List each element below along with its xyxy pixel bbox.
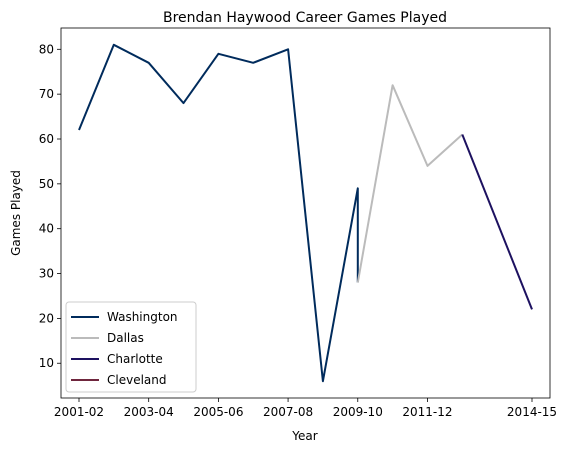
x-tick-label: 2001-02 xyxy=(54,405,104,419)
series-line-charlotte xyxy=(461,134,533,310)
x-tick-label: 2003-04 xyxy=(124,405,174,419)
legend-label-cleveland: Cleveland xyxy=(107,373,167,387)
x-axis-ticks: 2001-02 2003-04 2005-06 2007-08 2009-10 2011-… xyxy=(54,398,557,419)
y-axis-ticks: 10 20 30 40 50 60 70 80 xyxy=(39,42,61,370)
y-axis-label: Games Played xyxy=(9,170,23,256)
x-tick-label: 2014-15 xyxy=(507,405,557,419)
x-tick-label: 2005-06 xyxy=(193,405,243,419)
legend-label-dallas: Dallas xyxy=(107,331,144,345)
x-axis-label: Year xyxy=(291,429,317,443)
y-tick-label: 10 xyxy=(39,356,54,370)
y-tick-label: 50 xyxy=(39,177,54,191)
x-tick-label: 2007-08 xyxy=(263,405,313,419)
y-tick-label: 70 xyxy=(39,87,54,101)
y-tick-label: 60 xyxy=(39,132,54,146)
plot-area-frame xyxy=(60,27,551,399)
y-tick-label: 30 xyxy=(39,267,54,281)
legend: Washington Dallas Charlotte Cleveland xyxy=(65,301,197,393)
legend-label-washington: Washington xyxy=(107,310,178,324)
chart-title: Brendan Haywood Career Games Played xyxy=(163,10,447,26)
legend-label-charlotte: Charlotte xyxy=(107,352,163,366)
legend-box xyxy=(65,301,197,393)
series-line-washington xyxy=(78,43,359,383)
y-tick-label: 20 xyxy=(39,311,54,325)
y-tick-label: 40 xyxy=(39,222,54,236)
x-tick-label: 2011-12 xyxy=(402,405,452,419)
y-tick-label: 80 xyxy=(39,42,54,56)
series-line-dallas xyxy=(356,84,463,283)
x-tick-label: 2009-10 xyxy=(333,405,383,419)
series-layer xyxy=(78,43,533,383)
